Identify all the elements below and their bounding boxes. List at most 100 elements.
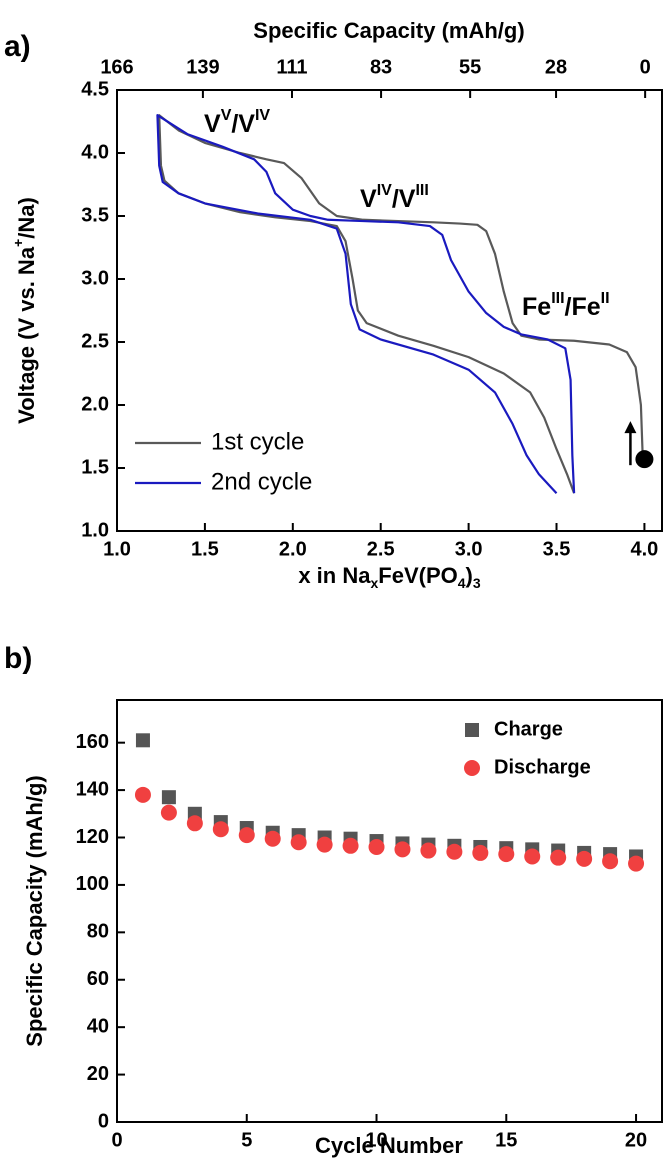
y-tick-label: 3.5 [81, 204, 109, 226]
start-point [635, 450, 654, 469]
x-axis-title: x in NaxFeV(PO4)3 [298, 563, 481, 591]
marker [472, 844, 489, 861]
y-tick-label: 0 [98, 1110, 109, 1132]
marker [550, 849, 567, 866]
y-tick-label: 60 [87, 968, 109, 990]
marker [602, 853, 619, 870]
y-axis-title: Specific Capacity (mAh/g) [22, 775, 47, 1046]
marker [576, 850, 593, 867]
marker [135, 733, 150, 748]
marker [134, 786, 151, 803]
text-part: ) [466, 563, 473, 588]
marker [161, 790, 176, 805]
marker [264, 830, 281, 847]
x-tick-label: 1.5 [191, 538, 219, 560]
y-axis-title: Voltage (V vs. Na+/Na) [10, 197, 39, 424]
top-tick-label: 83 [370, 56, 392, 78]
text-part: x [370, 575, 378, 591]
y-tick-label: 40 [87, 1015, 109, 1037]
text-part: V [221, 107, 232, 124]
text-part: IV [255, 107, 270, 124]
y-tick-label: 1.5 [81, 456, 109, 478]
text-part: 3 [473, 575, 481, 591]
y-tick-label: 140 [76, 778, 109, 800]
legend-swatch [465, 723, 479, 737]
panel-label: b) [4, 642, 32, 675]
text-part: III [551, 290, 564, 307]
plot-frame [116, 89, 663, 532]
marker [446, 843, 463, 860]
text-part: FeV(PO [378, 563, 457, 588]
curve [156, 114, 576, 494]
marker [186, 815, 203, 832]
marker [316, 836, 333, 853]
x-tick-label: 1.0 [103, 538, 131, 560]
text-part: IV [377, 182, 392, 199]
y-tick-label: 2.5 [81, 330, 109, 352]
legend-label: Discharge [494, 756, 591, 778]
text-part: /V [231, 110, 255, 138]
marker [160, 804, 177, 821]
x-tick-label: 15 [495, 1129, 517, 1151]
curve [158, 114, 644, 494]
top-tick-label: 28 [545, 56, 567, 78]
legend-label: Charge [494, 718, 563, 740]
top-tick-label: 111 [276, 56, 307, 78]
top-tick-label: 0 [640, 56, 651, 78]
y-tick-label: 80 [87, 921, 109, 943]
x-tick-label: 20 [625, 1129, 647, 1151]
x-axis-title: Cycle Number [315, 1133, 463, 1158]
y-tick-label: 4.0 [81, 141, 109, 163]
marker [524, 848, 541, 865]
legend-label: 1st cycle [211, 428, 304, 455]
text-part: /Na) [14, 197, 39, 239]
arrow-head [624, 421, 637, 434]
text-part: V [204, 110, 221, 138]
x-tick-label: 2.5 [367, 538, 395, 560]
marker [342, 837, 359, 854]
marker [420, 842, 437, 859]
y-tick-label: 2.0 [81, 393, 109, 415]
y-tick-label: 100 [76, 873, 109, 895]
marker [368, 838, 385, 855]
y-tick-label: 160 [76, 731, 109, 753]
marker [290, 834, 307, 851]
y-tick-label: 20 [87, 1063, 109, 1085]
x-tick-label: 4.0 [631, 538, 659, 560]
marker [394, 841, 411, 858]
panel-label: a) [4, 30, 31, 63]
top-tick-label: 55 [459, 56, 481, 78]
text-part: x in Na [298, 563, 371, 588]
text-part: III [415, 182, 428, 199]
text-part: /V [392, 185, 416, 213]
annotation: VIV/VIII [360, 182, 429, 212]
marker [212, 821, 229, 838]
x-tick-label: 3.5 [543, 538, 571, 560]
annotation: FeIII/FeII [522, 290, 610, 320]
y-tick-label: 3.0 [81, 267, 109, 289]
legend-swatch [464, 760, 480, 776]
top-axis-title: Specific Capacity (mAh/g) [253, 18, 524, 43]
x-tick-label: 10 [365, 1129, 387, 1151]
text-part: 4 [458, 575, 466, 591]
y-tick-label: 120 [76, 826, 109, 848]
marker [498, 846, 515, 863]
top-tick-label: 139 [186, 56, 219, 78]
plot-frame [116, 699, 663, 1123]
text-part: V [360, 185, 377, 213]
y-tick-label: 4.5 [81, 78, 109, 100]
x-tick-label: 0 [111, 1129, 122, 1151]
marker [628, 855, 645, 872]
top-tick-label: 166 [100, 56, 133, 78]
x-tick-label: 2.0 [279, 538, 307, 560]
x-tick-label: 5 [241, 1129, 252, 1151]
text-part: + [10, 239, 26, 247]
text-part: /Fe [565, 293, 601, 321]
x-tick-label: 3.0 [455, 538, 483, 560]
y-tick-label: 1.0 [81, 519, 109, 541]
text-part: II [601, 290, 610, 307]
text-part: Fe [522, 293, 551, 321]
marker [238, 827, 255, 844]
annotation: VV/VIV [204, 107, 270, 137]
